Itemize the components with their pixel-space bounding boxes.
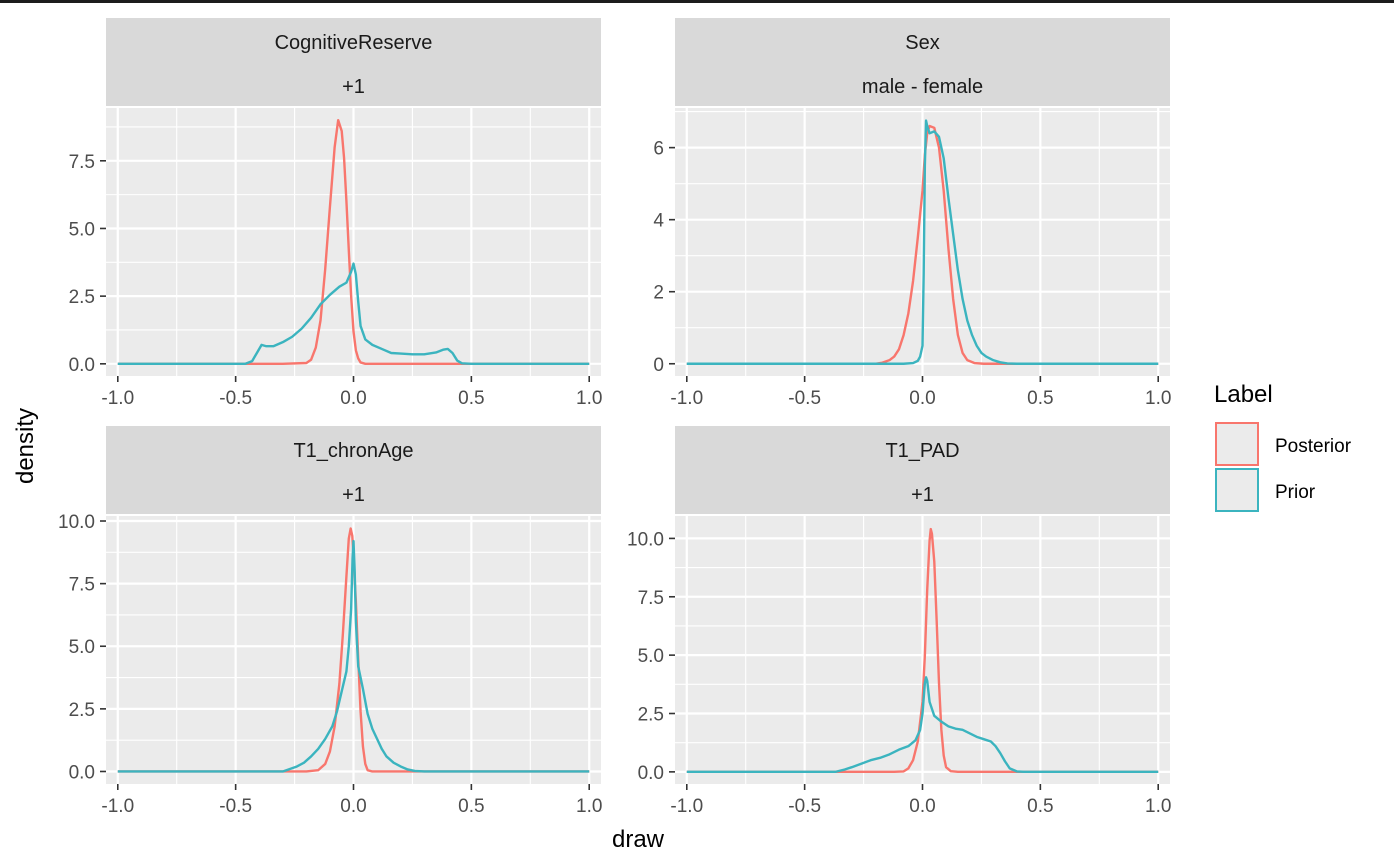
- density-curve-posterior: [686, 124, 1159, 365]
- density-curve-posterior: [117, 118, 590, 366]
- y-tick-label: 10.0: [58, 512, 95, 533]
- y-tick-label: 2.5: [69, 700, 95, 721]
- strip-label-contrast: +1: [911, 484, 934, 506]
- top-border: [0, 0, 1394, 3]
- x-tick-label: 1.0: [576, 796, 602, 817]
- y-tick-label: 0.0: [69, 762, 95, 783]
- panels-layer: CognitiveReserve +1 -1.0 -0.5 0.0 0.5 1.0 0.0 2.…: [58, 18, 1171, 817]
- y-tick-label: 0.0: [69, 355, 95, 376]
- x-tick-label: -0.5: [219, 388, 252, 409]
- x-tick-label: -0.5: [788, 388, 821, 409]
- density-curve-posterior: [686, 527, 1159, 774]
- strip-background: [675, 18, 1170, 106]
- y-tick-label: 5.0: [69, 637, 95, 658]
- legend-title: Label: [1214, 381, 1273, 408]
- y-tick-label: 2.5: [638, 704, 664, 725]
- y-tick-label: 2: [653, 283, 664, 304]
- x-tick-label: 0.0: [909, 388, 935, 409]
- strip-background: [675, 426, 1170, 514]
- panel-1: CognitiveReserve +1 -1.0 -0.5 0.0 0.5 1.0 0.0 2.…: [69, 18, 602, 409]
- strip-label-variable: Sex: [905, 32, 939, 54]
- x-tick-label: 0.5: [458, 796, 484, 817]
- strip-label-contrast: +1: [342, 484, 365, 506]
- strip-label-variable: CognitiveReserve: [275, 32, 433, 54]
- x-tick-label: -1.0: [101, 796, 134, 817]
- x-tick-label: 1.0: [576, 388, 602, 409]
- density-curve-prior: [117, 539, 590, 773]
- panel-3: T1_chronAge +1 -1.0 -0.5 0.0 0.5 1.0 0.0 2.5 5.0 7…: [58, 426, 602, 817]
- y-tick-label: 2.5: [69, 287, 95, 308]
- y-tick-label: 0: [653, 355, 664, 376]
- strip-label-variable: T1_PAD: [885, 440, 959, 462]
- legend-label-posterior: Posterior: [1275, 436, 1352, 457]
- density-curve-posterior: [117, 527, 590, 773]
- legend-label-prior: Prior: [1275, 482, 1316, 503]
- x-tick-label: -0.5: [219, 796, 252, 817]
- x-tick-label: -0.5: [788, 796, 821, 817]
- x-tick-label: 1.0: [1145, 388, 1171, 409]
- panel-4: T1_PAD +1 -1.0 -0.5 0.0 0.5 1.0 0.0 2.5 5.0 7.5 10.…: [627, 426, 1171, 817]
- y-tick-label: 10.0: [627, 529, 664, 550]
- x-tick-label: 0.5: [1027, 796, 1053, 817]
- x-axis-title: draw: [612, 826, 665, 853]
- x-tick-label: 0.5: [458, 388, 484, 409]
- x-tick-label: 0.0: [340, 796, 366, 817]
- y-axis-title: density: [12, 408, 39, 484]
- y-tick-label: 4: [653, 211, 664, 232]
- panel-2: Sex male - female -1.0 -0.5 0.0 0.5 1.0 0 2 4 6: [653, 18, 1171, 409]
- y-tick-label: 0.0: [638, 763, 664, 784]
- x-tick-label: 0.0: [340, 388, 366, 409]
- strip-background: [106, 18, 601, 106]
- density-curve-prior: [686, 119, 1159, 365]
- strip-label-variable: T1_chronAge: [293, 440, 413, 462]
- legend-key-posterior: [1215, 422, 1259, 466]
- strip-label-contrast: male - female: [862, 76, 983, 98]
- y-tick-label: 5.0: [69, 219, 95, 240]
- x-tick-label: 1.0: [1145, 796, 1171, 817]
- x-tick-label: -1.0: [670, 388, 703, 409]
- y-tick-label: 7.5: [638, 588, 664, 609]
- x-tick-label: 0.0: [909, 796, 935, 817]
- strip-background: [106, 426, 601, 514]
- strip-label-contrast: +1: [342, 76, 365, 98]
- x-tick-label: 0.5: [1027, 388, 1053, 409]
- y-tick-label: 7.5: [69, 575, 95, 596]
- legend-key-prior: [1215, 468, 1259, 512]
- x-tick-label: -1.0: [670, 796, 703, 817]
- x-tick-label: -1.0: [101, 388, 134, 409]
- density-curve-prior: [117, 262, 590, 366]
- legend: Label Posterior Prior: [1214, 381, 1352, 512]
- y-tick-label: 7.5: [69, 152, 95, 173]
- density-curve-prior: [686, 676, 1159, 774]
- y-tick-label: 5.0: [638, 646, 664, 667]
- y-tick-label: 6: [653, 139, 664, 160]
